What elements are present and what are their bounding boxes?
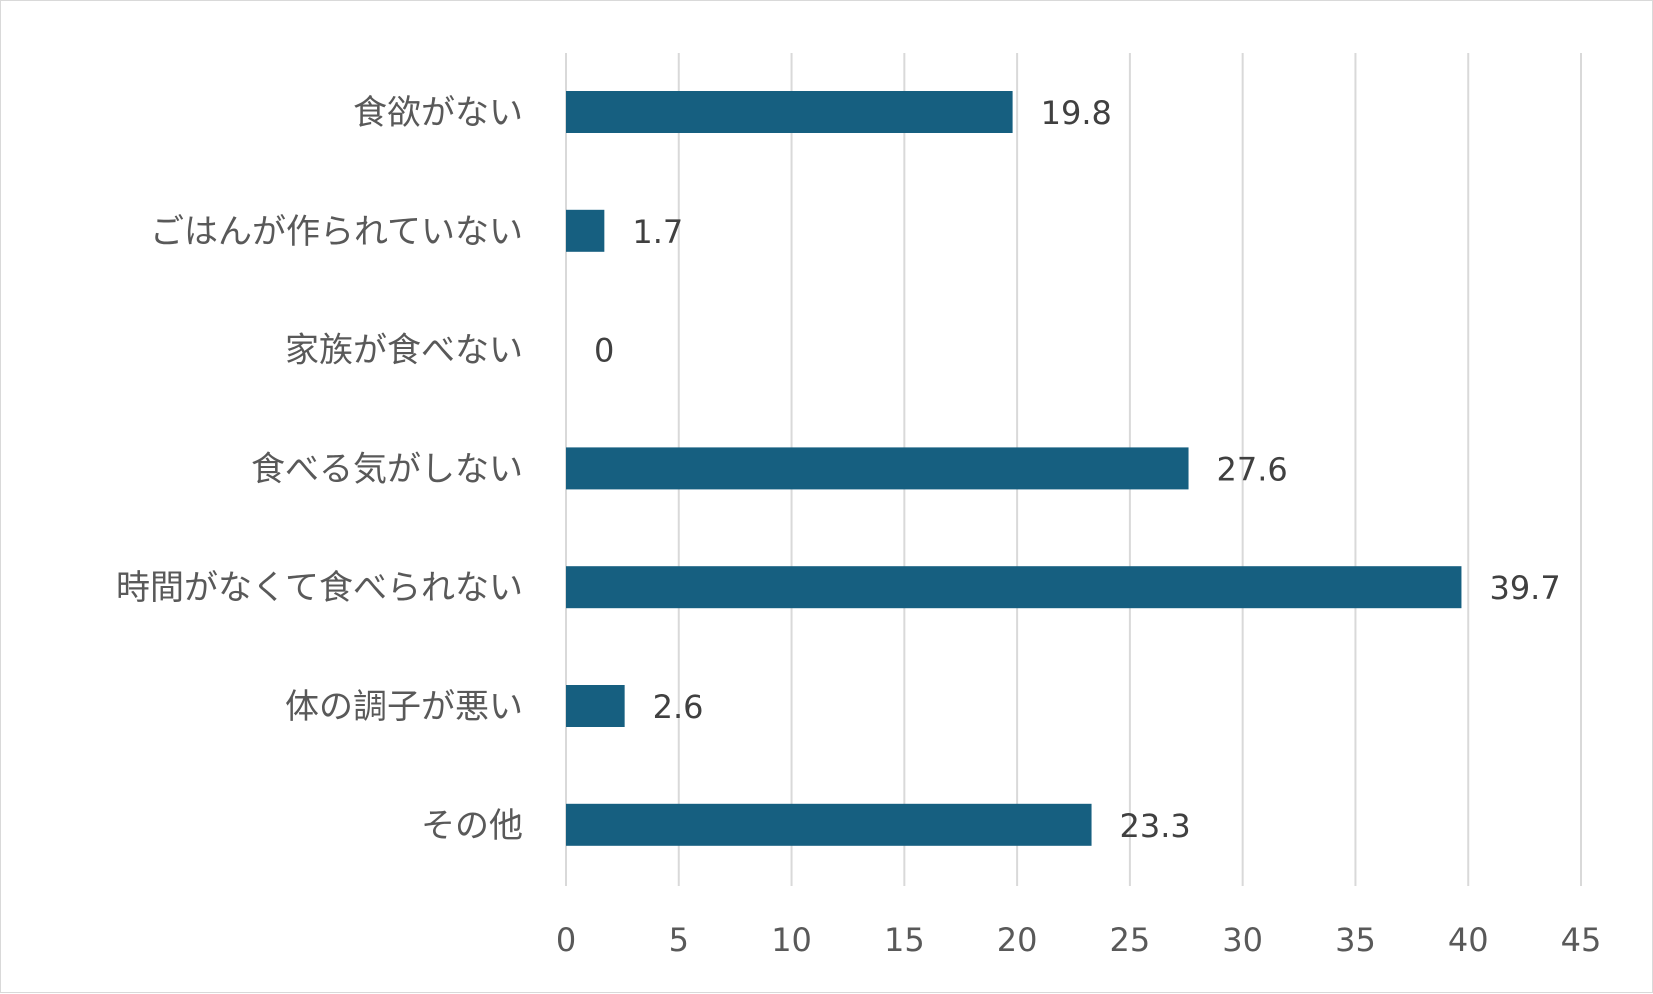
- x-tick-label: 45: [1561, 921, 1602, 959]
- data-label: 19.8: [1041, 94, 1112, 132]
- x-tick-label: 10: [771, 921, 812, 959]
- x-tick-label: 30: [1222, 921, 1263, 959]
- bar: [566, 685, 625, 727]
- bars: [566, 91, 1462, 846]
- x-tick-label: 5: [669, 921, 689, 959]
- x-tick-label: 40: [1448, 921, 1489, 959]
- x-tick-label: 25: [1110, 921, 1151, 959]
- category-label: ごはんが作られていない: [150, 212, 523, 252]
- x-tick-labels: 0 5 10 15 20 25 30 35 40 45: [556, 921, 1602, 959]
- bar: [566, 566, 1462, 609]
- data-label: 23.3: [1120, 807, 1191, 845]
- category-label: 時間がなくて食べられない: [116, 568, 523, 608]
- data-labels: 19.8 1.7 0 27.6 39.7 2.6 23.3: [594, 94, 1561, 845]
- category-label: 家族が食べない: [285, 331, 523, 371]
- x-tick-label: 20: [997, 921, 1038, 959]
- bar: [566, 803, 1092, 846]
- category-label: 体の調子が悪い: [285, 687, 523, 727]
- x-tick-label: 15: [884, 921, 925, 959]
- category-label: その他: [421, 806, 523, 846]
- x-tick-label: 35: [1335, 921, 1376, 959]
- data-label: 2.6: [653, 688, 704, 726]
- data-label: 0: [594, 332, 614, 370]
- category-label: 食べる気がしない: [251, 449, 523, 489]
- data-label: 27.6: [1217, 450, 1288, 488]
- category-labels: 食欲がないごはんが作られていない家族が食べない食べる気がしない時間がなくて食べら…: [116, 93, 523, 846]
- data-label: 39.7: [1489, 569, 1560, 607]
- category-label: 食欲がない: [353, 93, 523, 133]
- data-label: 1.7: [632, 213, 683, 251]
- bar: [566, 209, 605, 252]
- bar: [566, 91, 1013, 133]
- x-tick-label: 0: [556, 921, 576, 959]
- bar: [566, 447, 1189, 490]
